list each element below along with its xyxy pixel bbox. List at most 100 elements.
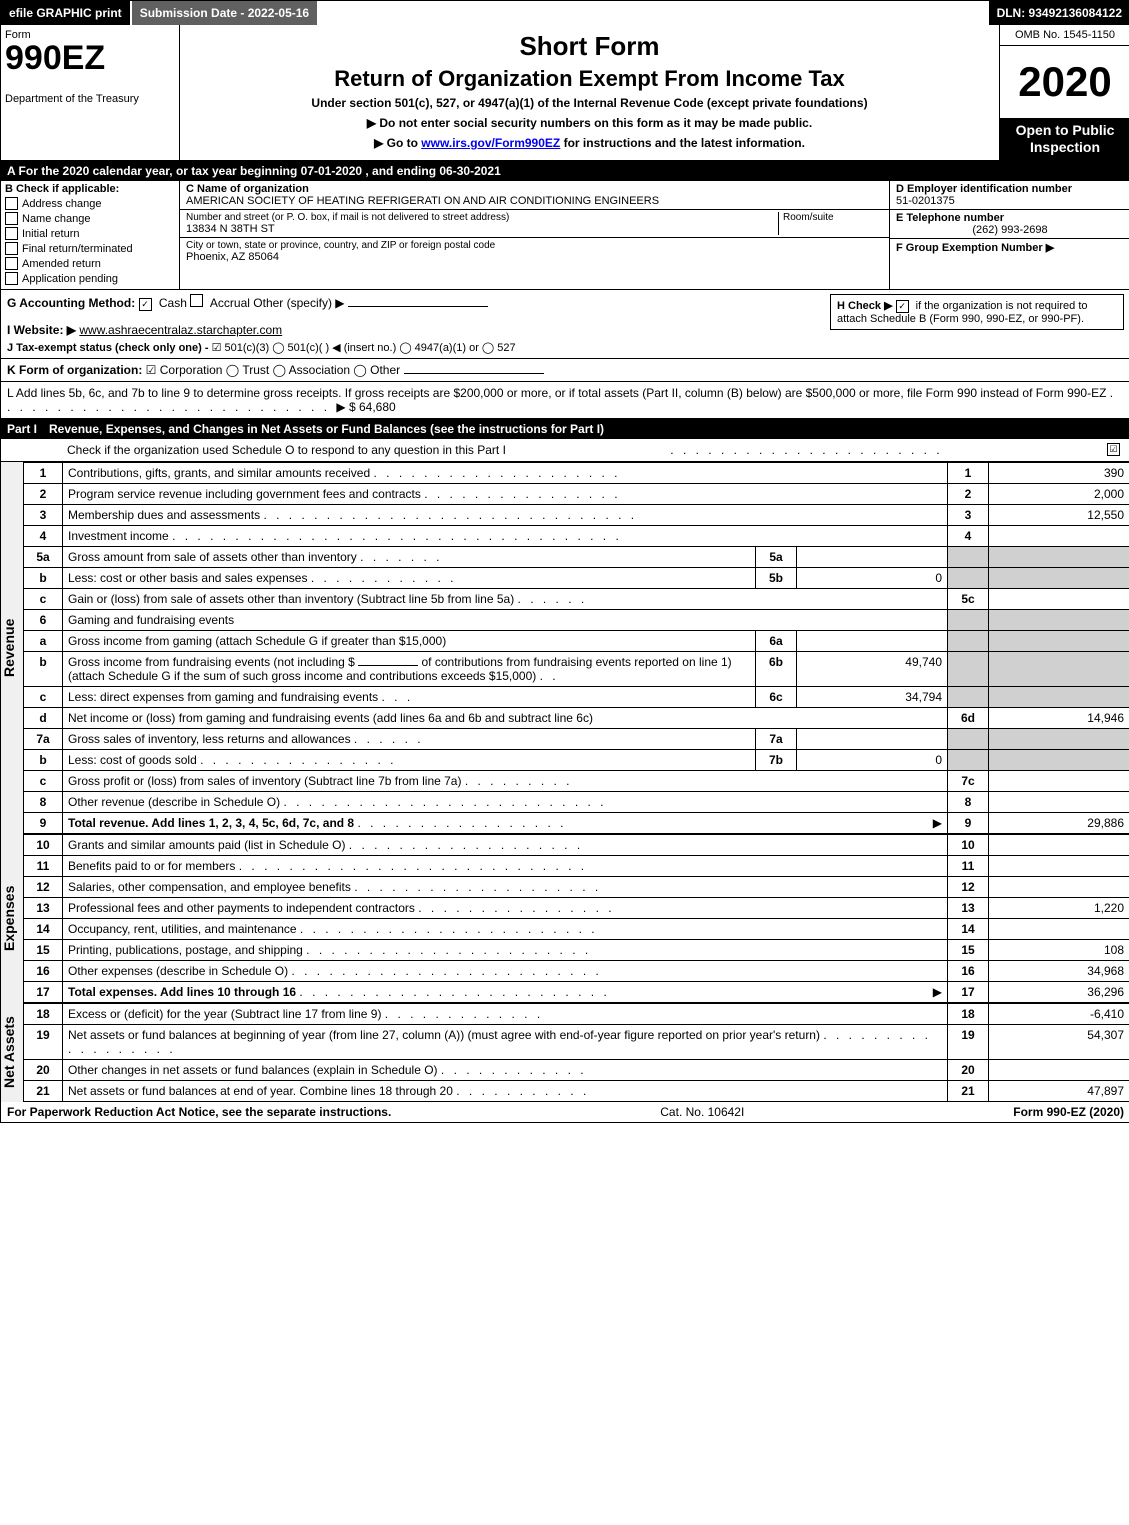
application-pending-row[interactable]: Application pending xyxy=(5,272,175,285)
shaded-cell xyxy=(989,610,1129,631)
section-j: J Tax-exempt status (check only one) - ☑… xyxy=(7,341,810,354)
line-num: c xyxy=(24,771,63,792)
line-num: d xyxy=(24,708,63,729)
l-arrow: ▶ $ xyxy=(336,400,355,414)
line-5c: c Gain or (loss) from sale of assets oth… xyxy=(24,589,1129,610)
city-value: Phoenix, AZ 85064 xyxy=(186,251,495,263)
result-num: 17 xyxy=(948,982,989,1003)
part1-checkbox[interactable]: ☑ xyxy=(1107,443,1120,456)
k-other-input[interactable] xyxy=(404,373,544,374)
irs-link[interactable]: www.irs.gov/Form990EZ xyxy=(421,136,560,150)
dln-label: DLN: 93492136084122 xyxy=(989,1,1129,25)
phone-label: E Telephone number xyxy=(896,212,1124,224)
amended-return-row[interactable]: Amended return xyxy=(5,257,175,270)
form-number: 990EZ xyxy=(5,41,175,75)
room-label: Room/suite xyxy=(783,212,883,223)
result-num: 15 xyxy=(948,940,989,961)
result-val xyxy=(989,856,1129,877)
line-num: 1 xyxy=(24,463,63,484)
part1-title: Revenue, Expenses, and Changes in Net As… xyxy=(49,422,1124,436)
result-num: 1 xyxy=(948,463,989,484)
final-return-row[interactable]: Final return/terminated xyxy=(5,242,175,255)
line-desc: Gross amount from sale of assets other t… xyxy=(68,550,357,564)
inner-num: 5a xyxy=(756,547,797,568)
line-desc: Occupancy, rent, utilities, and maintena… xyxy=(68,922,297,936)
line-num: c xyxy=(24,687,63,708)
line-desc-1: Gross income from fundraising events (no… xyxy=(68,655,355,669)
shaded-cell xyxy=(948,631,989,652)
line-num: 5a xyxy=(24,547,63,568)
line-desc: Gross sales of inventory, less returns a… xyxy=(68,732,351,746)
department-label: Department of the Treasury xyxy=(5,93,175,105)
inner-val xyxy=(797,631,948,652)
line-num: a xyxy=(24,631,63,652)
blank-input[interactable] xyxy=(358,665,418,666)
name-change-row[interactable]: Name change xyxy=(5,212,175,225)
line-6a: a Gross income from gaming (attach Sched… xyxy=(24,631,1129,652)
footer-center: Cat. No. 10642I xyxy=(660,1105,744,1119)
line-7a: 7a Gross sales of inventory, less return… xyxy=(24,729,1129,750)
dots: . . . . . . . . . . . . . . . . . . . . … xyxy=(670,443,942,457)
line-desc: Less: cost of goods sold xyxy=(68,753,197,767)
result-num: 3 xyxy=(948,505,989,526)
goto-prefix: ▶ Go to xyxy=(374,136,421,150)
sections-b-f: B Check if applicable: Address change Na… xyxy=(1,181,1129,290)
checkbox-icon[interactable] xyxy=(5,227,18,240)
line-desc: Other expenses (describe in Schedule O) xyxy=(68,964,288,978)
inner-num: 6a xyxy=(756,631,797,652)
line-num: 16 xyxy=(24,961,63,982)
opt-label: Final return/terminated xyxy=(22,243,133,255)
efile-label[interactable]: efile GRAPHIC print xyxy=(1,1,130,25)
result-val: 108 xyxy=(989,940,1129,961)
line-num: 17 xyxy=(24,982,63,1003)
other-input[interactable] xyxy=(348,306,488,307)
checkbox-icon[interactable] xyxy=(5,272,18,285)
shaded-cell xyxy=(989,547,1129,568)
line-desc: Grants and similar amounts paid (list in… xyxy=(68,838,345,852)
line-num: 2 xyxy=(24,484,63,505)
opt-label: Amended return xyxy=(22,258,101,270)
shaded-cell xyxy=(948,687,989,708)
initial-return-row[interactable]: Initial return xyxy=(5,227,175,240)
result-num: 2 xyxy=(948,484,989,505)
result-val: 14,946 xyxy=(989,708,1129,729)
line-desc: Printing, publications, postage, and shi… xyxy=(68,943,303,957)
website-link[interactable]: www.ashraecentralaz.starchapter.com xyxy=(79,323,282,337)
line-desc: Total expenses. Add lines 10 through 16 xyxy=(68,985,296,999)
result-num: 21 xyxy=(948,1081,989,1102)
shaded-cell xyxy=(989,750,1129,771)
cash-checkbox[interactable]: ✓ xyxy=(139,298,152,311)
line-11: 11 Benefits paid to or for members . . .… xyxy=(24,856,1129,877)
phone-value: (262) 993-2698 xyxy=(896,224,1124,236)
opt-label: Name change xyxy=(22,213,91,225)
shaded-cell xyxy=(948,610,989,631)
ein-label: D Employer identification number xyxy=(896,183,1124,195)
footer-right: Form 990-EZ (2020) xyxy=(1013,1105,1124,1119)
line-13: 13 Professional fees and other payments … xyxy=(24,898,1129,919)
result-val: 29,886 xyxy=(989,813,1129,834)
section-f: F Group Exemption Number ▶ xyxy=(890,239,1129,256)
omb-number: OMB No. 1545-1150 xyxy=(1000,25,1129,46)
checkbox-icon[interactable] xyxy=(5,242,18,255)
shaded-cell xyxy=(948,652,989,687)
accrual-checkbox[interactable] xyxy=(190,294,203,307)
result-val: 12,550 xyxy=(989,505,1129,526)
shaded-cell xyxy=(989,687,1129,708)
line-3: 3 Membership dues and assessments . . . … xyxy=(24,505,1129,526)
section-b: B Check if applicable: Address change Na… xyxy=(1,181,180,289)
line-desc: Professional fees and other payments to … xyxy=(68,901,415,915)
result-num: 16 xyxy=(948,961,989,982)
revenue-table: 1 Contributions, gifts, grants, and simi… xyxy=(23,462,1129,834)
checkbox-icon[interactable] xyxy=(5,257,18,270)
result-num: 10 xyxy=(948,835,989,856)
h-checkbox[interactable]: ✓ xyxy=(896,300,909,313)
line-desc: Program service revenue including govern… xyxy=(68,487,421,501)
other-label: Other (specify) ▶ xyxy=(253,296,344,310)
address-change-row[interactable]: Address change xyxy=(5,197,175,210)
line-6d: d Net income or (loss) from gaming and f… xyxy=(24,708,1129,729)
opt-label: Initial return xyxy=(22,228,79,240)
checkbox-icon[interactable] xyxy=(5,197,18,210)
checkbox-icon[interactable] xyxy=(5,212,18,225)
inner-num: 7b xyxy=(756,750,797,771)
result-val: 390 xyxy=(989,463,1129,484)
